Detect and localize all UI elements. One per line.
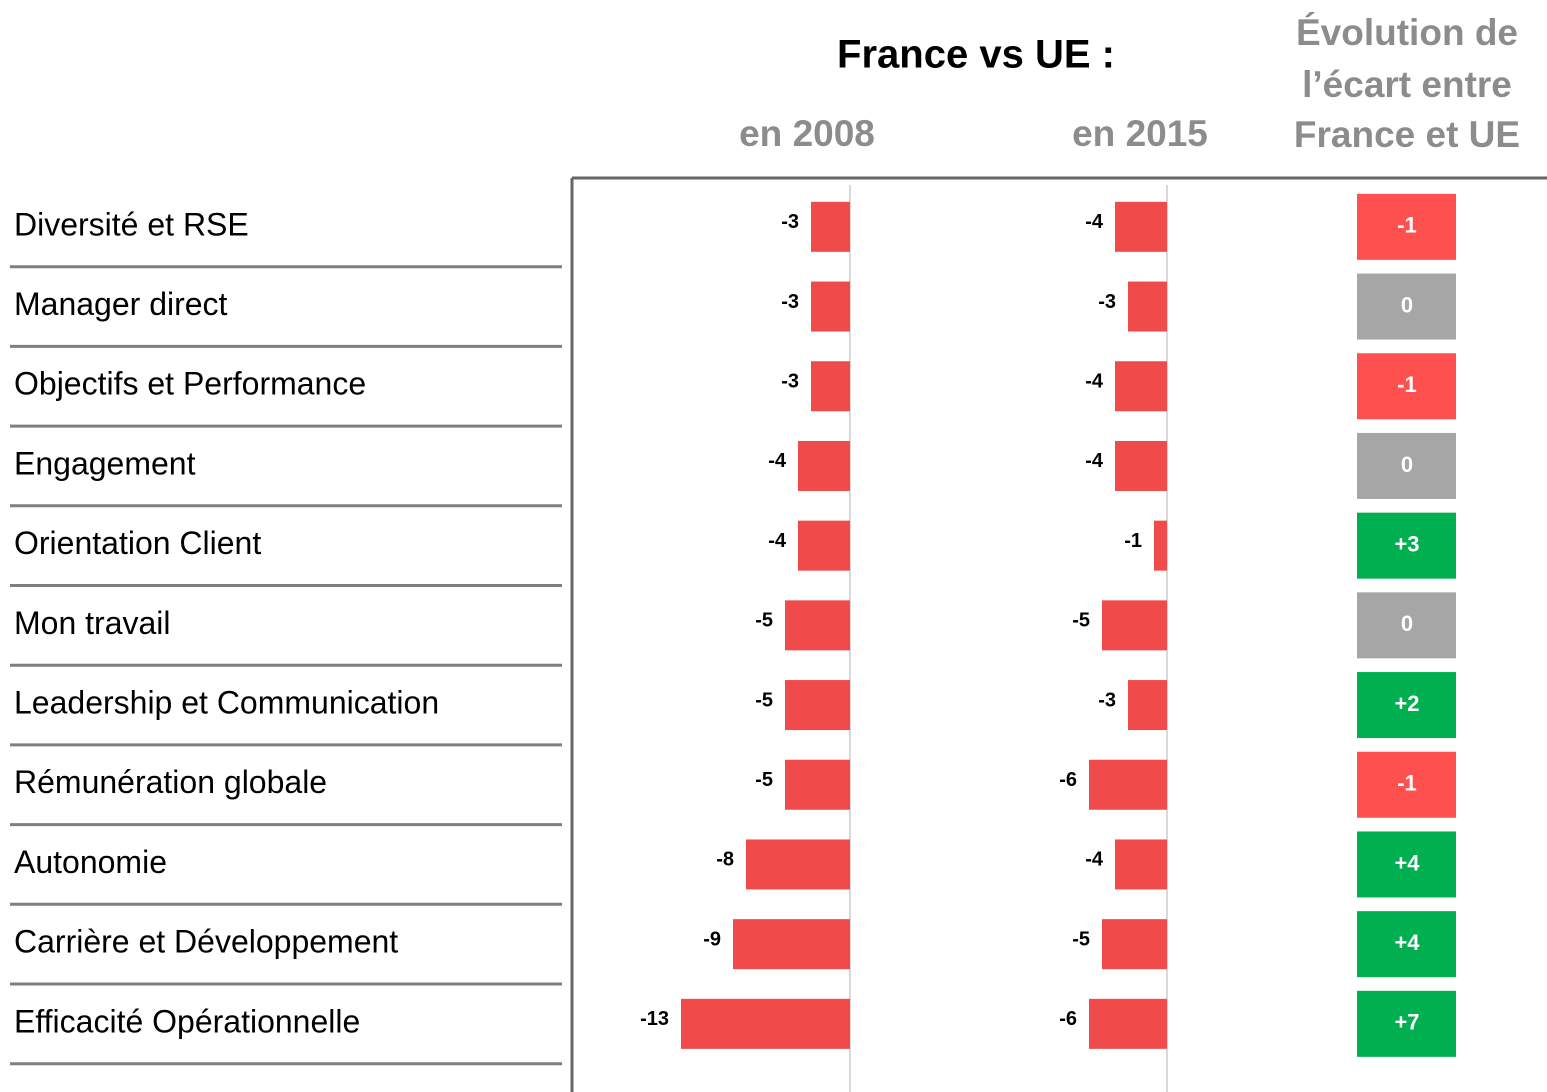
evolution-label: +4 bbox=[1394, 850, 1420, 875]
evolution-box bbox=[1357, 512, 1456, 579]
data-label: -4 bbox=[1085, 849, 1104, 871]
data-label: -13 bbox=[640, 1008, 669, 1030]
bar bbox=[733, 919, 850, 970]
bar bbox=[1089, 759, 1167, 810]
bar bbox=[1102, 919, 1167, 970]
bar bbox=[1089, 998, 1167, 1049]
row-label: Manager direct bbox=[14, 286, 228, 322]
data-label: -5 bbox=[1072, 610, 1090, 632]
evolution-label: +4 bbox=[1394, 930, 1420, 955]
row-label: Autonomie bbox=[14, 844, 167, 880]
evolution-box bbox=[1357, 193, 1456, 260]
data-label: -6 bbox=[1059, 769, 1077, 791]
bar bbox=[1115, 839, 1167, 890]
evolution-label: -1 bbox=[1397, 213, 1417, 238]
row-label: Diversité et RSE bbox=[14, 206, 249, 242]
evolution-box bbox=[1357, 911, 1456, 978]
chart-title: France vs UE : bbox=[837, 33, 1115, 77]
data-label: -3 bbox=[781, 291, 799, 313]
data-label: -4 bbox=[1085, 450, 1104, 472]
row-label: Orientation Client bbox=[14, 525, 261, 561]
evolution-box bbox=[1357, 831, 1456, 898]
evolution-box bbox=[1357, 990, 1456, 1057]
bar bbox=[1154, 520, 1167, 571]
evolution-label: -1 bbox=[1397, 372, 1417, 397]
evolution-box bbox=[1357, 432, 1456, 499]
bar bbox=[1102, 600, 1167, 651]
evolution-label: 0 bbox=[1401, 611, 1413, 636]
evolution-box bbox=[1357, 672, 1456, 739]
data-label: -4 bbox=[768, 530, 787, 552]
bar bbox=[785, 759, 850, 810]
bar bbox=[785, 600, 850, 651]
bar bbox=[798, 520, 850, 571]
evolution-label: 0 bbox=[1401, 452, 1413, 477]
row-label: Rémunération globale bbox=[14, 764, 327, 800]
data-label: -5 bbox=[755, 769, 773, 791]
bar bbox=[681, 998, 850, 1049]
bar bbox=[811, 201, 850, 252]
data-label: -5 bbox=[755, 610, 773, 632]
evolution-label: -1 bbox=[1397, 771, 1417, 796]
data-label: -3 bbox=[1098, 291, 1116, 313]
bar bbox=[811, 281, 850, 332]
column-header: l’écart entre bbox=[1302, 64, 1512, 105]
data-label: -6 bbox=[1059, 1008, 1077, 1030]
data-label: -4 bbox=[768, 450, 787, 472]
bar bbox=[798, 440, 850, 491]
bar bbox=[1115, 361, 1167, 412]
bar bbox=[1128, 680, 1167, 731]
data-label: -5 bbox=[1072, 928, 1090, 950]
row-label: Mon travail bbox=[14, 605, 171, 641]
data-label: -4 bbox=[1085, 211, 1104, 233]
row-label: Efficacité Opérationnelle bbox=[14, 1003, 360, 1039]
bar bbox=[1115, 201, 1167, 252]
column-header: France et UE bbox=[1294, 114, 1520, 155]
data-label: -4 bbox=[1085, 371, 1104, 393]
bar bbox=[746, 839, 850, 890]
evolution-box bbox=[1357, 273, 1456, 340]
bar bbox=[1115, 440, 1167, 491]
data-label: -3 bbox=[781, 211, 799, 233]
row-label: Objectifs et Performance bbox=[14, 366, 366, 402]
evolution-label: +3 bbox=[1394, 531, 1419, 556]
data-label: -3 bbox=[781, 371, 799, 393]
bar bbox=[785, 680, 850, 731]
data-label: -1 bbox=[1124, 530, 1142, 552]
row-label: Leadership et Communication bbox=[14, 685, 439, 721]
column-header: en 2008 bbox=[739, 113, 875, 154]
evolution-label: 0 bbox=[1401, 292, 1413, 317]
evolution-label: +7 bbox=[1394, 1010, 1419, 1035]
bar bbox=[811, 361, 850, 412]
bar bbox=[1128, 281, 1167, 332]
column-header: Évolution de bbox=[1296, 12, 1518, 53]
data-label: -9 bbox=[703, 928, 721, 950]
row-label: Carrière et Développement bbox=[14, 924, 398, 960]
row-label: Engagement bbox=[14, 445, 196, 481]
evolution-box bbox=[1357, 592, 1456, 659]
evolution-label: +2 bbox=[1394, 691, 1419, 716]
evolution-box bbox=[1357, 751, 1456, 818]
data-label: -3 bbox=[1098, 689, 1116, 711]
evolution-box bbox=[1357, 353, 1456, 420]
column-header: en 2015 bbox=[1072, 113, 1208, 154]
data-label: -5 bbox=[755, 689, 773, 711]
data-label: -8 bbox=[716, 849, 734, 871]
